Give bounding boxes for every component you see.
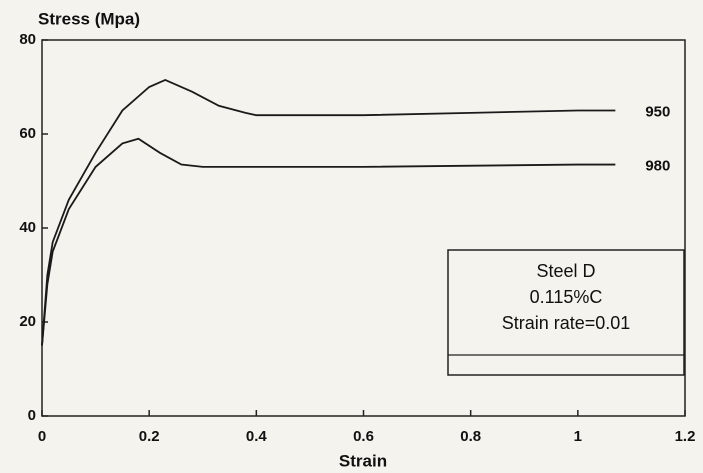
- annotation: 0.115%C: [530, 287, 603, 307]
- line: [41, 78, 616, 346]
- y-tick-label: 60: [19, 125, 36, 142]
- annotation: Strain rate=0.01: [502, 313, 631, 333]
- x-tick-label: 0: [38, 428, 46, 445]
- x-tick-label: 0.6: [353, 428, 374, 445]
- annotation: Steel D: [536, 261, 595, 281]
- x-tick-label: 0.4: [246, 428, 268, 445]
- x-tick-label: 0.8: [460, 428, 481, 445]
- x-tick-label: 0.2: [139, 428, 160, 445]
- line: [41, 137, 616, 346]
- annotation-box: [447, 249, 685, 376]
- x-tick-label: 1.2: [675, 428, 696, 445]
- y-tick-label: 80: [19, 31, 36, 48]
- series-label: 980: [645, 158, 670, 175]
- y-tick-label: 0: [28, 407, 36, 424]
- x-axis-label: Strain: [339, 451, 387, 470]
- y-axis-label: Stress (Mpa): [38, 9, 140, 28]
- x-tick-label: 1: [574, 428, 582, 445]
- series-label: 950: [645, 103, 670, 120]
- y-tick-label: 20: [19, 313, 36, 330]
- y-tick-label: 40: [19, 219, 36, 236]
